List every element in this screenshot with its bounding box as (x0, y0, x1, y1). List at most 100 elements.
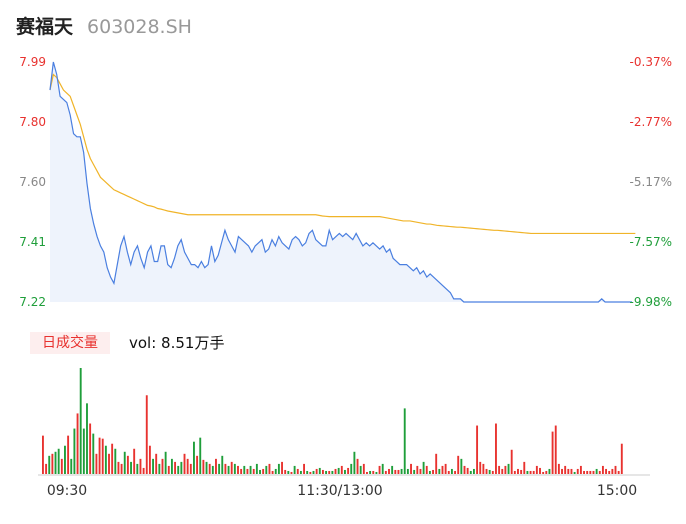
volume-bar (262, 468, 265, 474)
volume-bar (73, 428, 76, 474)
stock-name: 赛福天 (16, 16, 74, 38)
volume-bar (501, 468, 504, 474)
volume-bar (64, 445, 66, 474)
volume-bar (450, 468, 453, 474)
volume-badge[interactable]: 日成交量 (30, 332, 110, 354)
volume-bar (296, 468, 299, 474)
volume-bar (67, 435, 70, 474)
price-area (49, 61, 636, 303)
y-axis-right: -0.37% -2.77% -5.17% -7.57% -9.98% (630, 55, 672, 309)
volume-bar (372, 470, 375, 474)
volume-bar (255, 463, 258, 474)
volume-bar (510, 449, 513, 474)
volume-bar (507, 463, 510, 474)
volume-bar (82, 428, 85, 474)
volume-bar (340, 465, 343, 474)
volume-bar (54, 451, 57, 474)
volume-bar (193, 441, 195, 474)
volume-bar (130, 461, 132, 474)
volume-bar (482, 463, 485, 474)
volume-bar (218, 463, 221, 474)
volume-bar (98, 437, 101, 474)
volume-bar (608, 470, 611, 474)
volume-header: 日成交量 vol: 8.51万手 (0, 330, 686, 356)
x-tick-label: 15:00 (597, 483, 637, 499)
volume-bar (199, 437, 202, 474)
volume-bar (120, 463, 123, 474)
volume-bar (334, 468, 337, 474)
volume-bar (284, 469, 287, 474)
volume-bar (488, 469, 491, 474)
volume-bar (554, 425, 557, 474)
volume-bar (45, 463, 48, 474)
volume-bar (170, 458, 173, 474)
volume-bar (479, 461, 482, 474)
volume-bar (410, 463, 412, 474)
volume-bar (265, 465, 268, 474)
price-fill (50, 62, 632, 302)
volume-bar (567, 468, 570, 474)
volume-bar (419, 468, 422, 474)
volume-bar (274, 468, 277, 474)
volume-bar (444, 463, 447, 474)
volume-bar (252, 468, 255, 474)
volume-bar (359, 465, 362, 474)
volume-bar (205, 461, 208, 474)
y-tick-label-left: 7.22 (19, 295, 46, 309)
volume-bar (495, 423, 497, 474)
volume-bar (532, 470, 535, 474)
volume-bar (466, 467, 469, 474)
volume-bar (513, 470, 516, 474)
volume-bar (353, 451, 356, 474)
volume-bar (321, 469, 324, 474)
volume-bar (42, 435, 44, 474)
volume-bar (114, 448, 117, 474)
y-tick-label-left: 7.99 (19, 55, 46, 69)
volume-bar (293, 465, 296, 474)
volume-bar (457, 455, 460, 474)
volume-bar (469, 470, 472, 474)
y-tick-label-left: 7.60 (19, 175, 46, 189)
volume-bar (526, 470, 529, 474)
volume-bar (476, 425, 479, 474)
volume-bar (155, 453, 158, 474)
volume-bar (573, 471, 576, 474)
volume-bar (180, 461, 183, 474)
volume-bar (281, 461, 283, 474)
x-tick-label: 11:30/13:00 (297, 483, 382, 499)
volume-bar (101, 438, 104, 474)
volume-bar (315, 468, 318, 474)
volume-bar (504, 465, 507, 474)
volume-bar (529, 470, 532, 474)
volume-bar (583, 470, 585, 474)
y-tick-label-right: -2.77% (630, 115, 672, 129)
volume-bar (432, 469, 434, 474)
volume-bar (381, 463, 384, 474)
volume-bar (111, 443, 114, 474)
volume-bar (152, 458, 154, 474)
volume-bar (142, 467, 145, 474)
y-tick-label-right: -0.37% (630, 55, 672, 69)
volume-bar (366, 471, 368, 474)
volume-bar (337, 467, 340, 474)
volume-bar (347, 467, 350, 474)
volume-bar (344, 469, 346, 474)
volume-bar (95, 453, 98, 474)
header: 赛福天 603028.SH (16, 12, 192, 40)
volume-bar (447, 470, 450, 474)
volume-bar (164, 451, 167, 474)
volume-bar (485, 468, 488, 474)
volume-label: vol: 8.51万手 (129, 334, 225, 352)
volume-bar (498, 465, 501, 474)
y-tick-label-left: 7.41 (19, 235, 46, 249)
volume-bar (454, 470, 457, 474)
volume-bar (145, 395, 148, 474)
volume-bar (400, 468, 403, 474)
volume-bar (249, 465, 252, 474)
volume-bar (230, 461, 233, 474)
volume-bar (123, 451, 126, 474)
volume-bar (378, 465, 381, 474)
volume-bar (237, 465, 239, 474)
volume-bar (406, 468, 409, 474)
volume-bar (328, 470, 331, 474)
